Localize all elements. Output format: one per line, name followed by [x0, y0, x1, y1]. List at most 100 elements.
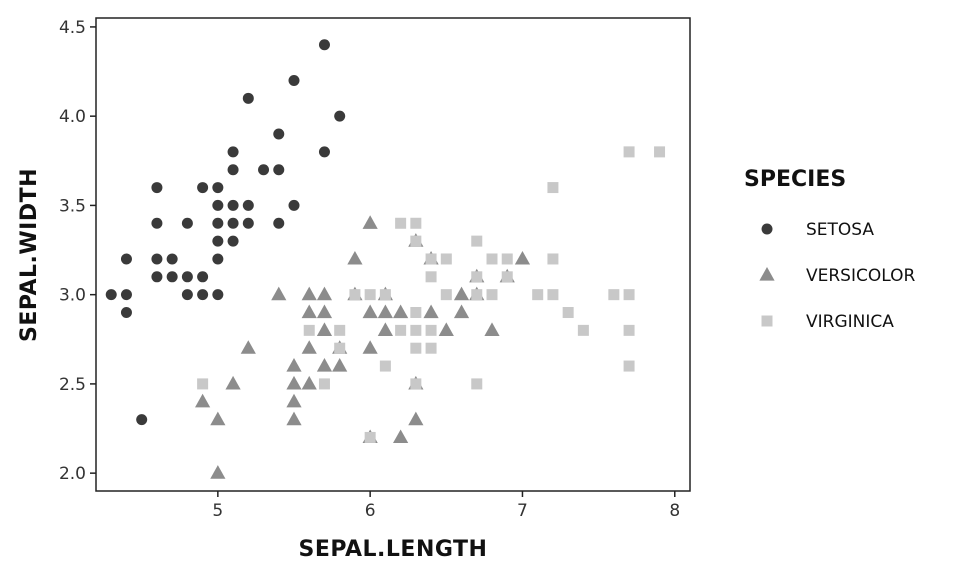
y-tick-label: 3.5	[59, 196, 86, 216]
data-point-setosa	[273, 164, 285, 176]
data-point-virginica	[364, 289, 376, 301]
data-point-virginica	[623, 324, 635, 336]
data-point-versicolor	[423, 304, 439, 319]
data-point-virginica	[532, 289, 544, 301]
data-point-virginica	[623, 146, 635, 158]
x-axis-title: SEPAL.LENGTH	[299, 537, 488, 562]
data-point-virginica	[471, 289, 483, 301]
data-point-setosa	[181, 217, 193, 229]
data-point-setosa	[288, 199, 300, 211]
data-point-versicolor	[225, 375, 241, 390]
data-point-versicolor	[393, 429, 409, 444]
data-point-setosa	[318, 39, 330, 51]
data-point-setosa	[212, 217, 224, 229]
data-point-versicolor	[316, 322, 333, 336]
data-point-versicolor	[301, 375, 317, 390]
data-point-setosa	[212, 235, 224, 247]
data-point-versicolor	[362, 215, 378, 229]
data-point-virginica	[334, 324, 346, 336]
data-point-virginica	[623, 360, 635, 372]
data-point-virginica	[425, 342, 437, 354]
data-point-setosa	[212, 289, 224, 301]
data-point-virginica	[197, 378, 209, 390]
data-point-setosa	[227, 146, 239, 158]
data-point-setosa	[334, 110, 346, 122]
data-point-virginica	[501, 253, 513, 265]
x-axis: 5 6 7 8	[212, 491, 680, 521]
data-point-versicolor	[347, 250, 363, 265]
legend: SPECIES SETOSA VERSICOLOR VIRGINICA	[744, 167, 915, 332]
y-tick-label: 4.0	[59, 107, 86, 127]
data-point-virginica	[395, 217, 407, 229]
data-point-setosa	[151, 253, 163, 265]
data-point-setosa	[242, 92, 254, 104]
data-point-setosa	[151, 182, 163, 194]
legend-key-versicolor	[759, 267, 775, 281]
data-point-setosa	[212, 199, 224, 211]
data-point-virginica	[364, 431, 376, 443]
legend-label-setosa: SETOSA	[806, 220, 874, 240]
y-tick-label: 2.0	[59, 464, 86, 484]
data-point-versicolor	[438, 322, 454, 336]
data-point-virginica	[395, 324, 407, 336]
data-point-versicolor	[377, 304, 393, 319]
data-point-versicolor	[393, 304, 409, 319]
legend-key-virginica	[761, 315, 773, 327]
data-point-setosa	[258, 164, 270, 176]
data-point-setosa	[151, 271, 163, 283]
data-point-virginica	[410, 324, 422, 336]
data-point-virginica	[547, 289, 559, 301]
data-point-setosa	[197, 271, 209, 283]
data-point-virginica	[334, 342, 346, 354]
plot-panel	[95, 17, 691, 492]
data-point-versicolor	[286, 393, 302, 408]
y-tick-label: 3.0	[59, 286, 86, 306]
data-point-setosa	[197, 182, 209, 194]
data-point-versicolor	[210, 411, 226, 426]
data-point-setosa	[120, 289, 132, 301]
data-point-versicolor	[240, 340, 256, 354]
legend-label-virginica: VIRGINICA	[806, 312, 894, 332]
legend-title: SPECIES	[744, 167, 846, 192]
data-point-setosa	[181, 289, 193, 301]
data-point-setosa	[136, 414, 148, 426]
data-point-versicolor	[316, 286, 333, 301]
y-tick-label: 4.5	[59, 18, 86, 38]
data-point-versicolor	[301, 304, 317, 319]
data-point-virginica	[562, 307, 574, 319]
data-point-setosa	[212, 182, 224, 194]
data-point-versicolor	[316, 304, 333, 319]
data-point-versicolor	[453, 286, 470, 301]
data-point-versicolor	[453, 304, 470, 319]
data-point-virginica	[379, 289, 391, 301]
data-point-virginica	[440, 289, 452, 301]
data-point-virginica	[486, 253, 498, 265]
data-point-versicolor	[271, 286, 287, 301]
data-point-versicolor	[195, 393, 211, 408]
data-point-setosa	[242, 199, 254, 211]
data-point-versicolor	[362, 340, 378, 354]
data-point-setosa	[288, 74, 300, 86]
data-point-virginica	[471, 378, 483, 390]
data-point-versicolor	[286, 411, 302, 426]
data-point-setosa	[166, 253, 178, 265]
legend-key-setosa	[761, 223, 773, 235]
data-point-virginica	[410, 378, 422, 390]
data-point-versicolor	[514, 250, 531, 265]
data-point-setosa	[227, 235, 239, 247]
data-point-versicolor	[316, 358, 333, 372]
data-point-setosa	[120, 307, 132, 319]
data-point-virginica	[410, 342, 422, 354]
data-point-virginica	[486, 289, 498, 301]
data-point-virginica	[410, 217, 422, 229]
data-point-setosa	[227, 164, 239, 176]
data-point-virginica	[608, 289, 620, 301]
data-point-virginica	[425, 253, 437, 265]
data-point-versicolor	[362, 304, 378, 319]
x-tick-label: 5	[212, 501, 223, 521]
data-point-versicolor	[286, 358, 302, 372]
data-point-setosa	[166, 271, 178, 283]
y-axis-title: SEPAL.WIDTH	[17, 168, 42, 342]
data-point-setosa	[212, 253, 224, 265]
